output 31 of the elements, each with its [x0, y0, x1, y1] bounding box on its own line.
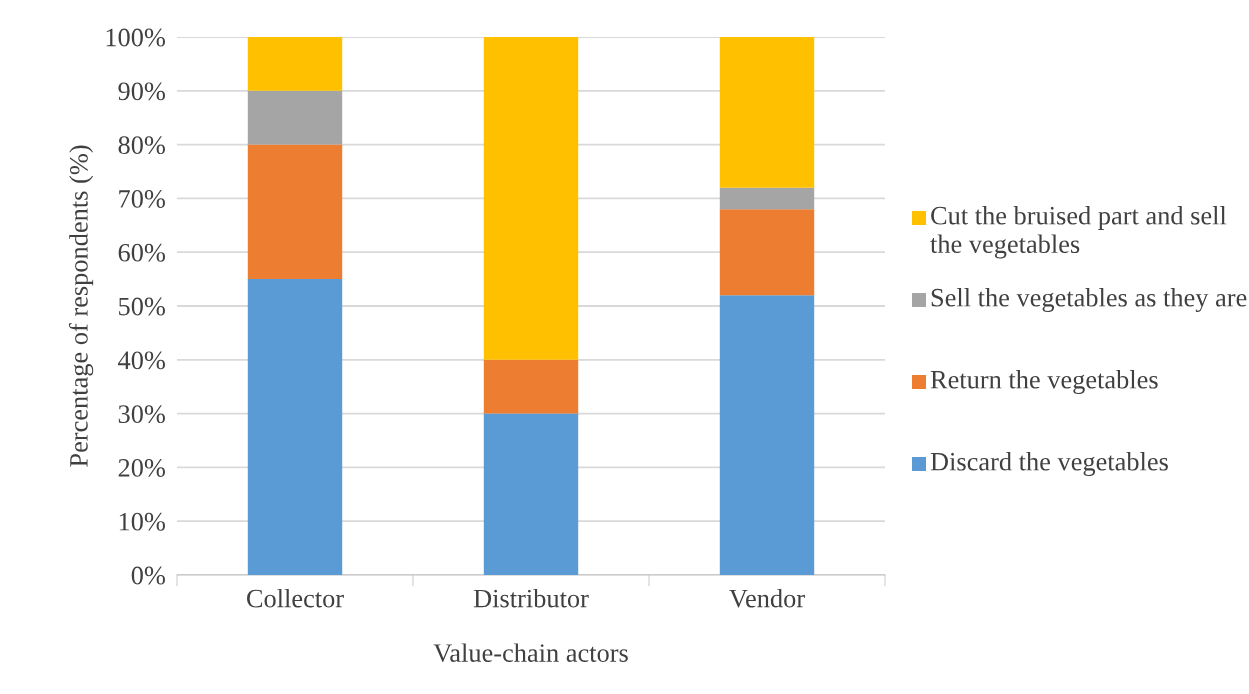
bar [719, 37, 815, 188]
bar [483, 359, 579, 414]
bar [483, 413, 579, 575]
y-tick-label: 50% [119, 297, 165, 316]
x-tick-label: Vendor [729, 588, 805, 608]
bar [247, 144, 343, 280]
y-tick-label: 20% [118, 459, 165, 477]
legend-label: Sell the vegetables as they are [931, 288, 1247, 313]
y-tick-label: 100% [106, 28, 165, 47]
y-tick-label: 90% [118, 82, 165, 101]
bar [719, 209, 815, 296]
y-tick-label: 80% [118, 136, 165, 155]
bar [247, 279, 343, 575]
y-tick-label: 0% [131, 566, 165, 585]
bar [719, 295, 815, 575]
y-axis-title: Percentage of respondents (%) [68, 145, 94, 467]
y-tick-label: 40% [118, 351, 165, 370]
bar [247, 37, 343, 91]
bar [483, 37, 579, 360]
x-axis-title: Value-chain actors [433, 643, 628, 663]
legend-label: Cut the bruised part and sell the vegetables [930, 206, 1227, 259]
legend-label: Return the vegetables [930, 370, 1158, 395]
bar [247, 90, 343, 145]
y-tick-label: 60% [118, 243, 165, 262]
y-tick-label: 70% [119, 190, 165, 208]
y-tick-label: 10% [119, 512, 165, 531]
x-tick-label: Collector [246, 588, 344, 608]
legend-label: Discard the vegetables [930, 452, 1168, 477]
x-tick-label: Distributor [473, 588, 589, 608]
y-tick-label: 30% [118, 405, 165, 424]
bar [719, 187, 815, 210]
